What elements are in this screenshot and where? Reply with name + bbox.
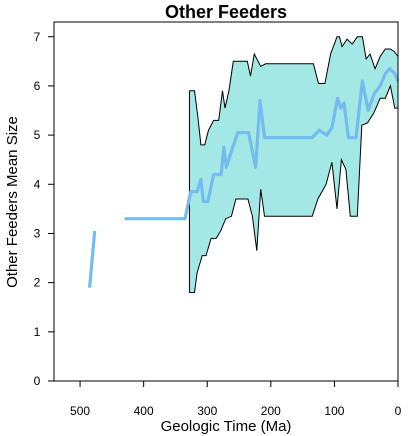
chart-title: Other Feeders <box>165 2 287 22</box>
x-tick-label: 500 <box>70 404 90 418</box>
x-tick-label: 400 <box>134 404 154 418</box>
x-tick-label: 0 <box>395 404 402 418</box>
plot-frame <box>53 21 399 382</box>
lower-bound-line <box>189 84 398 293</box>
y-tick-label: 5 <box>34 128 41 142</box>
x-tick-label: 100 <box>324 404 344 418</box>
y-tick-label: 3 <box>34 226 41 240</box>
x-tick-label: 200 <box>261 404 281 418</box>
y-tick-label: 1 <box>34 325 41 339</box>
x-tick-label: 300 <box>197 404 217 418</box>
x-axis-label: Geologic Time (Ma) <box>161 418 292 435</box>
plot-area <box>88 36 400 293</box>
mean-line-segment-2 <box>124 67 400 221</box>
y-axis-label: Other Feeders Mean Size <box>4 116 21 288</box>
confidence-band <box>189 36 398 293</box>
mean-line-segment-1 <box>88 230 97 288</box>
y-tick-label: 7 <box>34 30 41 44</box>
y-tick-label: 0 <box>34 374 41 388</box>
y-tick-label: 2 <box>34 276 41 290</box>
y-tick-label: 6 <box>34 79 41 93</box>
y-tick-label: 4 <box>34 177 41 191</box>
axes: 500 400 300 200 100 0 0 1 2 3 4 5 6 7 <box>34 30 402 418</box>
upper-bound-line <box>189 36 399 146</box>
